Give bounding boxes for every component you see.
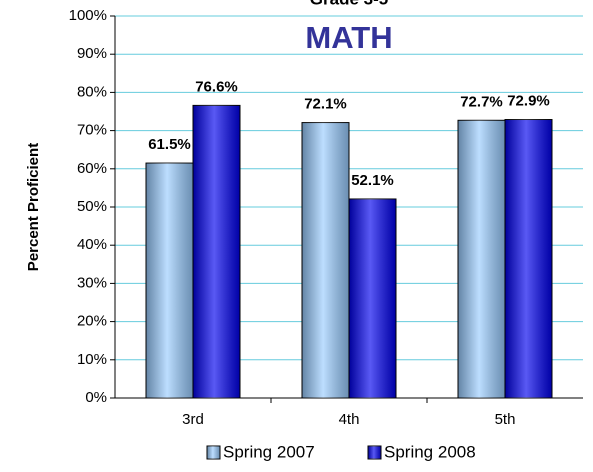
x-tick-label: 3rd	[182, 411, 204, 428]
bar-shade	[349, 198, 396, 398]
legend-label: Spring 2008	[384, 442, 476, 461]
y-tick-label: 40%	[77, 236, 107, 253]
bar-shade	[193, 105, 240, 398]
legend-swatch-shade	[207, 446, 220, 459]
y-tick-label: 20%	[77, 313, 107, 330]
bar-shade	[146, 163, 193, 398]
x-tick-label: 4th	[339, 411, 360, 428]
bar-shade	[302, 122, 349, 398]
chart-title: Grade 3-5	[310, 0, 388, 8]
y-tick-label: 100%	[69, 7, 107, 24]
y-tick-label: 70%	[77, 122, 107, 139]
value-label: 72.7%	[460, 93, 503, 110]
value-label: 52.1%	[351, 172, 394, 189]
y-axis-label: Percent Proficient	[25, 143, 42, 271]
value-label: 76.6%	[195, 78, 238, 95]
value-label: 61.5%	[148, 136, 191, 153]
y-tick-label: 80%	[77, 83, 107, 100]
bar-shade	[505, 119, 552, 398]
y-tick-label: 10%	[77, 351, 107, 368]
x-tick-label: 5th	[495, 411, 516, 428]
value-label: 72.1%	[304, 96, 347, 113]
annotation: MATH	[305, 20, 392, 55]
y-tick-label: 50%	[77, 198, 107, 215]
y-tick-label: 30%	[77, 274, 107, 291]
legend-swatch-shade	[368, 446, 381, 459]
bar-shade	[458, 120, 505, 398]
y-tick-label: 60%	[77, 160, 107, 177]
y-tick-label: 90%	[77, 45, 107, 62]
legend-label: Spring 2007	[223, 442, 315, 461]
y-tick-label: 0%	[85, 389, 107, 406]
value-label: 72.9%	[507, 92, 550, 109]
